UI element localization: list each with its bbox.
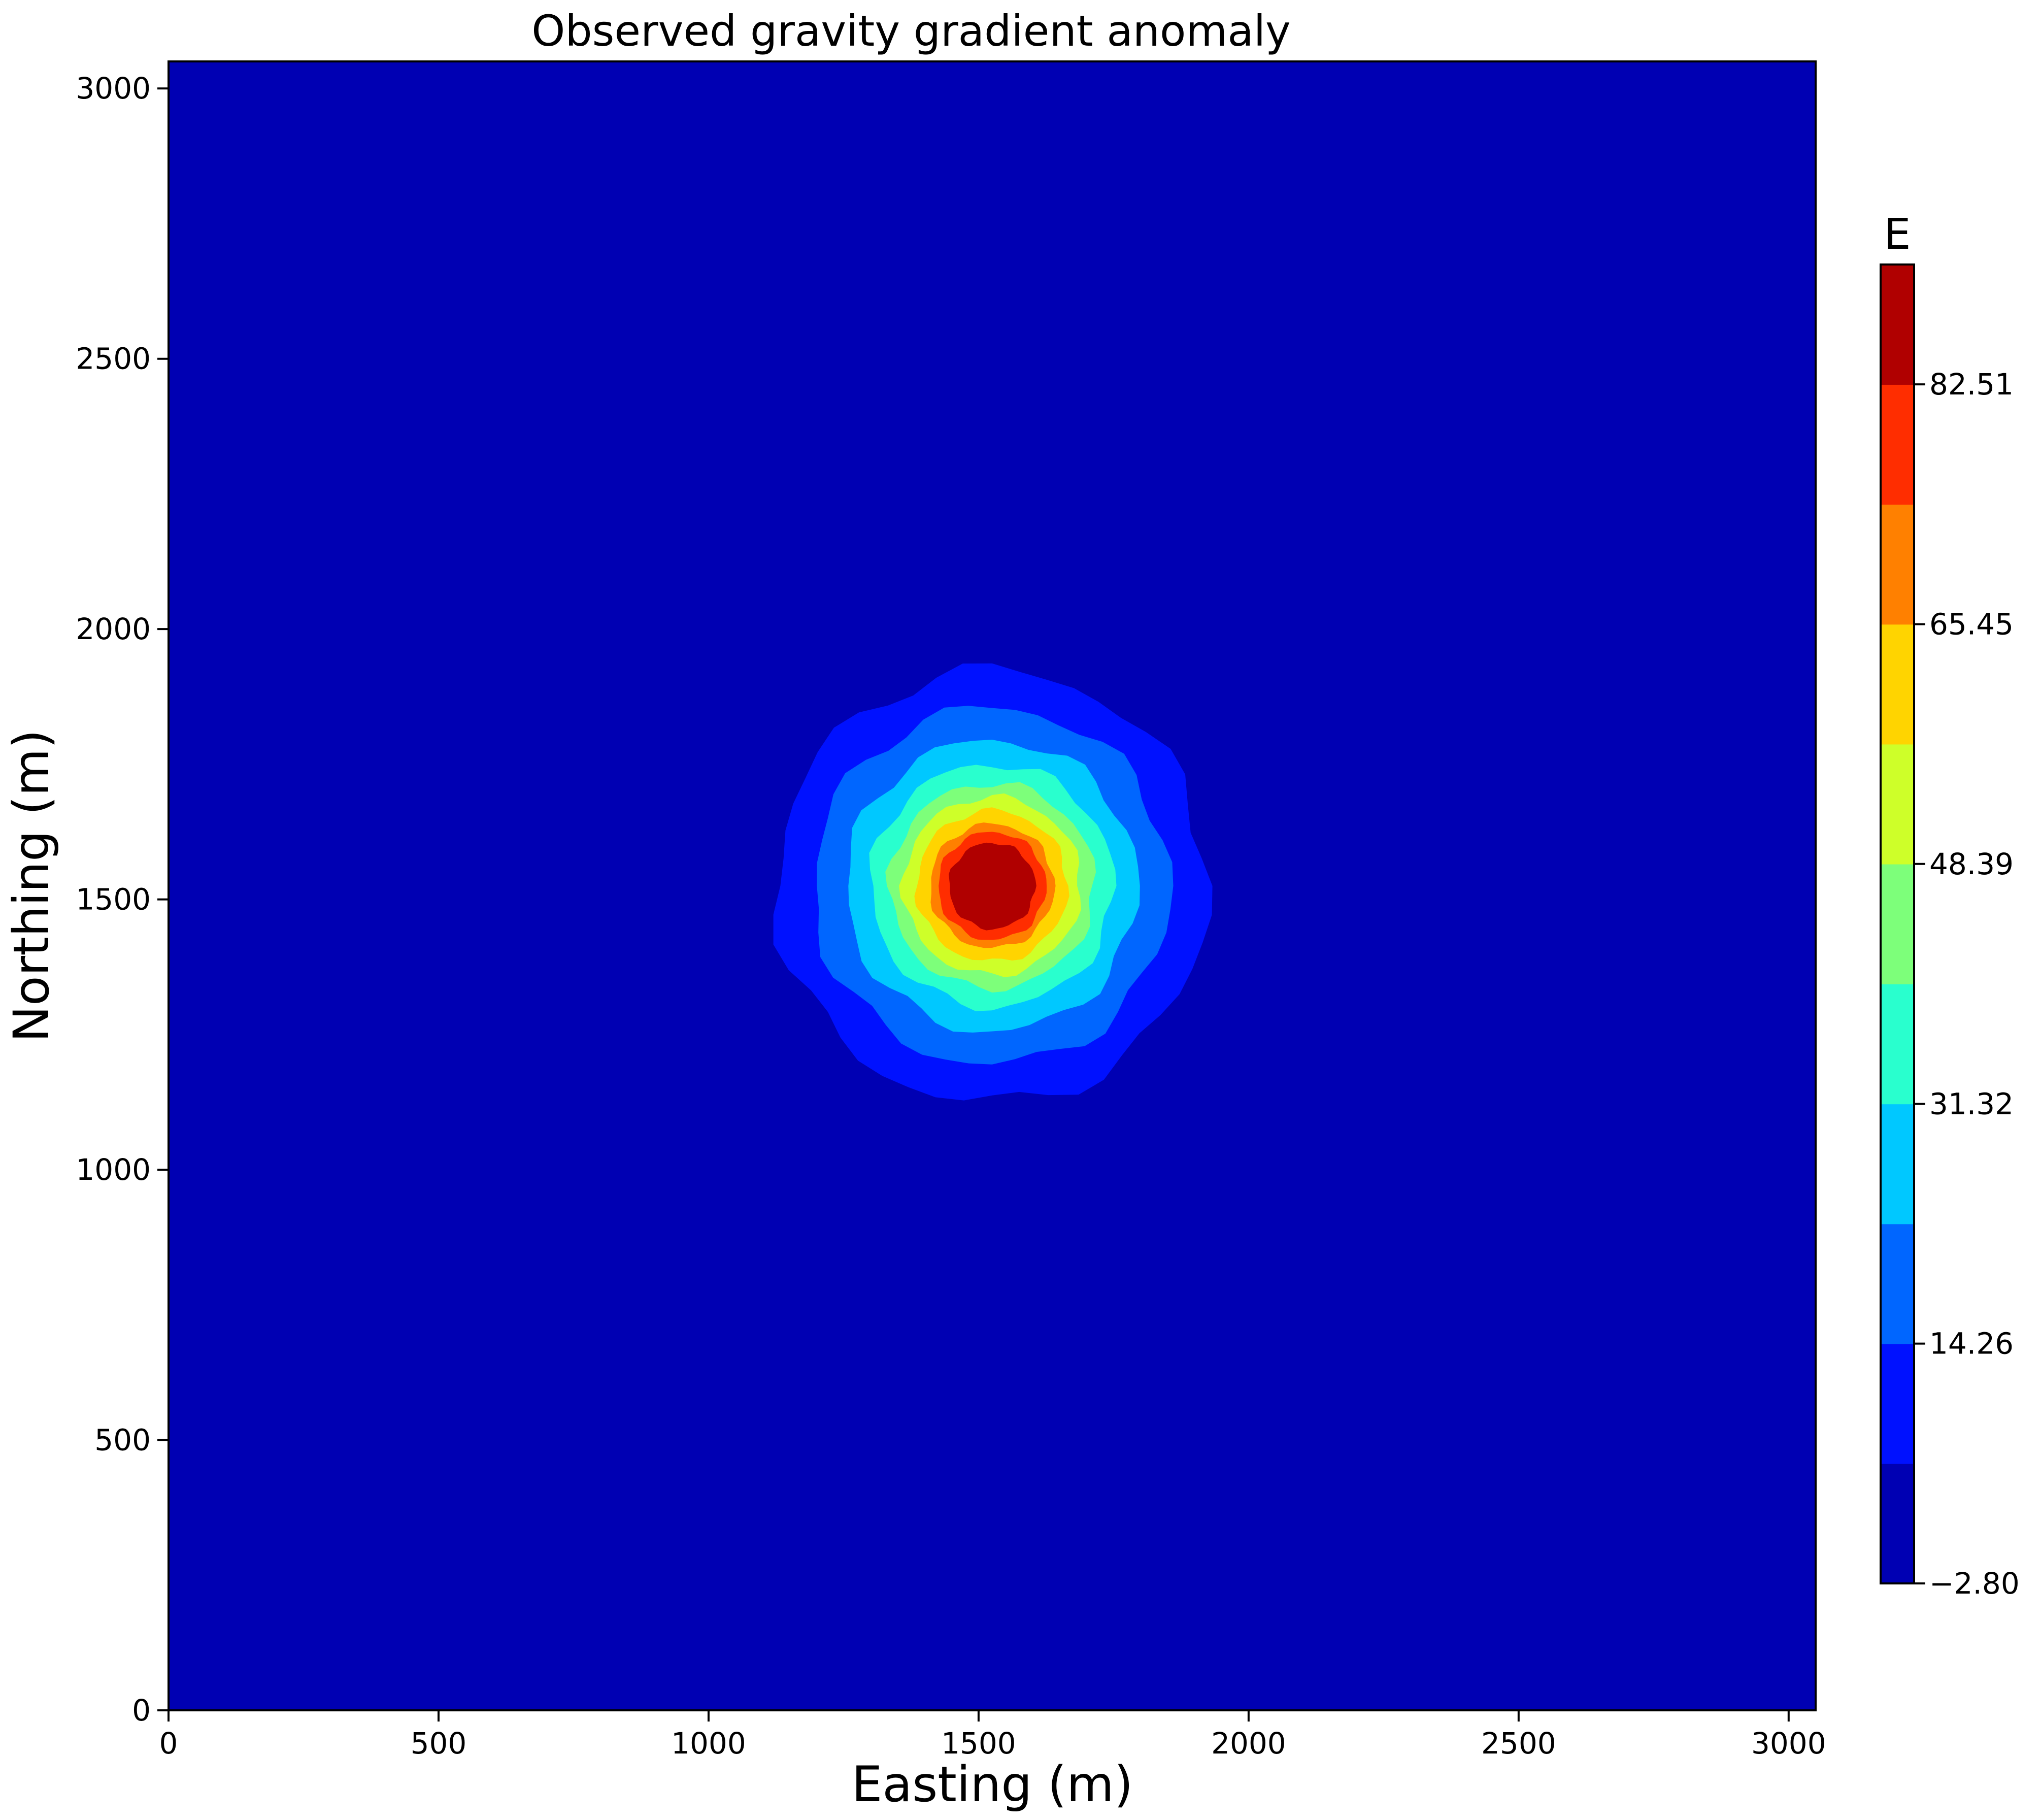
colorbar-band-8 xyxy=(1881,504,1914,625)
colorbar-band-6 xyxy=(1881,744,1914,865)
x-axis: 0 500 1000 1500 2000 2500 3000 xyxy=(159,1710,1826,1761)
colorbar-band-2 xyxy=(1881,1223,1914,1344)
colorbar-band-9 xyxy=(1881,384,1914,505)
x-tick-label: 0 xyxy=(159,1726,178,1761)
colorbar-tick-label: 31.32 xyxy=(1929,1086,2014,1121)
colorbar-band-7 xyxy=(1881,624,1914,745)
colorbar-tick-label: 48.39 xyxy=(1929,847,2014,881)
x-tick-label: 1000 xyxy=(671,1726,746,1761)
x-tick-label: 1500 xyxy=(941,1726,1016,1761)
colorbar-band-0 xyxy=(1881,1463,1914,1584)
x-tick-label: 3000 xyxy=(1751,1726,1826,1761)
y-axis-label: Northing (m) xyxy=(3,730,60,1042)
chart-title: Observed gravity gradient anomaly xyxy=(531,6,1291,56)
x-tick-label: 2500 xyxy=(1481,1726,1556,1761)
colorbar-band-3 xyxy=(1881,1104,1914,1225)
colorbar-band-1 xyxy=(1881,1343,1914,1464)
colorbar-tick-label: −2.80 xyxy=(1929,1566,2020,1601)
colorbar-band-5 xyxy=(1881,864,1914,984)
x-tick-label: 500 xyxy=(411,1726,467,1761)
x-tick-label: 2000 xyxy=(1211,1726,1286,1761)
colorbar-band-10 xyxy=(1881,264,1914,385)
colorbar-label: E xyxy=(1884,209,1911,259)
colorbar-tick-label: 65.45 xyxy=(1929,607,2014,641)
plot-area xyxy=(168,60,1817,1711)
y-tick-label: 500 xyxy=(94,1423,151,1458)
x-axis-label: Easting (m) xyxy=(852,1756,1133,1813)
y-tick-label: 2000 xyxy=(76,612,151,646)
colorbar-frame xyxy=(1880,263,1915,1584)
colorbar-tick-label: 14.26 xyxy=(1929,1327,2014,1361)
contour-band-9 xyxy=(949,842,1036,931)
colorbar-tick-label: 82.51 xyxy=(1929,367,2014,402)
anomaly-contours xyxy=(773,663,1213,1101)
y-tick-label: 3000 xyxy=(76,71,151,106)
y-tick-label: 2500 xyxy=(76,342,151,376)
y-tick-label: 0 xyxy=(132,1693,151,1728)
y-axis: 0 500 1000 1500 2000 2500 3000 xyxy=(76,71,169,1728)
plot-frame xyxy=(168,60,1817,1711)
y-tick-label: 1000 xyxy=(76,1152,151,1187)
colorbar: −2.80 14.26 31.32 48.39 65.45 82.51 E xyxy=(1880,209,2020,1601)
colorbar-band-4 xyxy=(1881,983,1914,1105)
y-tick-label: 1500 xyxy=(76,882,151,917)
colorbar-ticks: −2.80 14.26 31.32 48.39 65.45 82.51 xyxy=(1914,367,2020,1601)
colorbar-bands xyxy=(1881,264,1914,1584)
